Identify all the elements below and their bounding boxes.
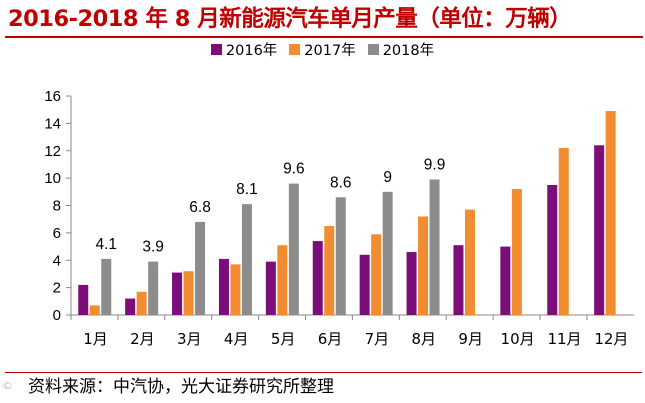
bar-2016-m12 xyxy=(594,145,605,315)
x-tick-label: 5月 xyxy=(271,330,296,348)
bar-2018-m4 xyxy=(241,204,252,315)
title-divider xyxy=(5,36,643,38)
data-label-2018: 6.8 xyxy=(189,199,211,216)
bar-2018-m5 xyxy=(288,183,299,315)
bar-2017-m7 xyxy=(371,234,382,315)
bar-2017-m3 xyxy=(183,271,194,315)
data-label-2018: 8.1 xyxy=(236,181,258,198)
bar-2017-m1 xyxy=(89,305,100,315)
legend-swatch-2018 xyxy=(367,43,379,55)
x-tick-label: 6月 xyxy=(318,330,343,348)
bar-2016-m1 xyxy=(78,284,89,315)
y-tick-label: 6 xyxy=(53,225,61,242)
bar-2017-m11 xyxy=(558,148,569,315)
bar-2018-m8 xyxy=(429,179,440,315)
data-label-2018: 9 xyxy=(383,169,392,186)
watermark: © xyxy=(2,379,13,392)
bar-2016-m5 xyxy=(265,261,276,315)
x-tick-label: 4月 xyxy=(224,330,249,348)
legend: 2016年 2017年 2018年 xyxy=(0,37,645,61)
x-tick-label: 8月 xyxy=(412,330,437,348)
x-tick-label: 11月 xyxy=(547,330,581,348)
legend-swatch-2017 xyxy=(289,43,301,55)
y-tick-label: 12 xyxy=(44,143,61,160)
bar-2016-m9 xyxy=(453,245,464,315)
y-tick-label: 10 xyxy=(44,170,61,187)
x-tick-label: 2月 xyxy=(130,330,155,348)
bar-2016-m8 xyxy=(406,252,417,315)
legend-label-2016: 2016年 xyxy=(225,42,278,59)
x-tick-label: 12月 xyxy=(594,330,628,348)
x-tick-label: 1月 xyxy=(83,330,108,348)
bar-2016-m6 xyxy=(312,241,323,315)
y-tick-label: 4 xyxy=(53,252,61,269)
x-tick-label: 7月 xyxy=(365,330,390,348)
bar-2016-m7 xyxy=(359,254,370,315)
bar-2016-m4 xyxy=(218,258,229,315)
source-divider xyxy=(5,372,642,373)
legend-item-2018: 2018年 xyxy=(367,39,435,60)
data-label-2018: 9.9 xyxy=(424,156,446,173)
bar-2017-m8 xyxy=(418,216,429,315)
legend-label-2017: 2017年 xyxy=(304,42,356,59)
y-tick-label: 8 xyxy=(53,198,61,215)
data-label-2018: 8.6 xyxy=(330,174,352,191)
bar-2016-m10 xyxy=(500,246,511,315)
data-label-2018: 3.9 xyxy=(142,239,164,256)
bar-2016-m3 xyxy=(172,272,183,315)
bar-2018-m3 xyxy=(195,221,206,315)
y-tick-label: 14 xyxy=(44,115,61,132)
bar-2018-m2 xyxy=(148,261,159,315)
bar-2017-m4 xyxy=(230,264,241,315)
bar-2018-m7 xyxy=(382,191,393,315)
legend-label-2018: 2018年 xyxy=(382,42,435,59)
bar-2017-m5 xyxy=(277,245,288,315)
bar-2016-m11 xyxy=(547,184,558,315)
data-label-2018: 4.1 xyxy=(95,236,117,253)
bar-2017-m10 xyxy=(511,189,522,315)
bar-2017-m6 xyxy=(324,226,335,315)
y-tick-label: 16 xyxy=(44,88,61,105)
source-note: 资料来源：中汽协，光大证券研究所整理 xyxy=(28,377,334,397)
bar-2017-m2 xyxy=(136,291,147,315)
x-tick-label: 3月 xyxy=(177,330,202,348)
y-tick-label: 0 xyxy=(53,307,61,324)
legend-swatch-2016 xyxy=(210,43,222,55)
x-tick-label: 10月 xyxy=(501,330,535,348)
bar-2017-m12 xyxy=(605,111,616,315)
legend-item-2017: 2017年 xyxy=(289,39,356,60)
x-tick-label: 9月 xyxy=(458,330,483,348)
bar-2018-m1 xyxy=(101,258,112,315)
data-label-2018: 9.6 xyxy=(283,161,305,178)
bar-2018-m6 xyxy=(335,197,346,315)
chart-title: 2016-2018 年 8 月新能源汽车单月产量（单位：万辆） xyxy=(8,6,572,32)
legend-item-2016: 2016年 xyxy=(210,39,278,60)
y-tick-label: 2 xyxy=(53,280,61,297)
bar-2017-m9 xyxy=(464,209,475,315)
bar-2016-m2 xyxy=(125,298,136,315)
